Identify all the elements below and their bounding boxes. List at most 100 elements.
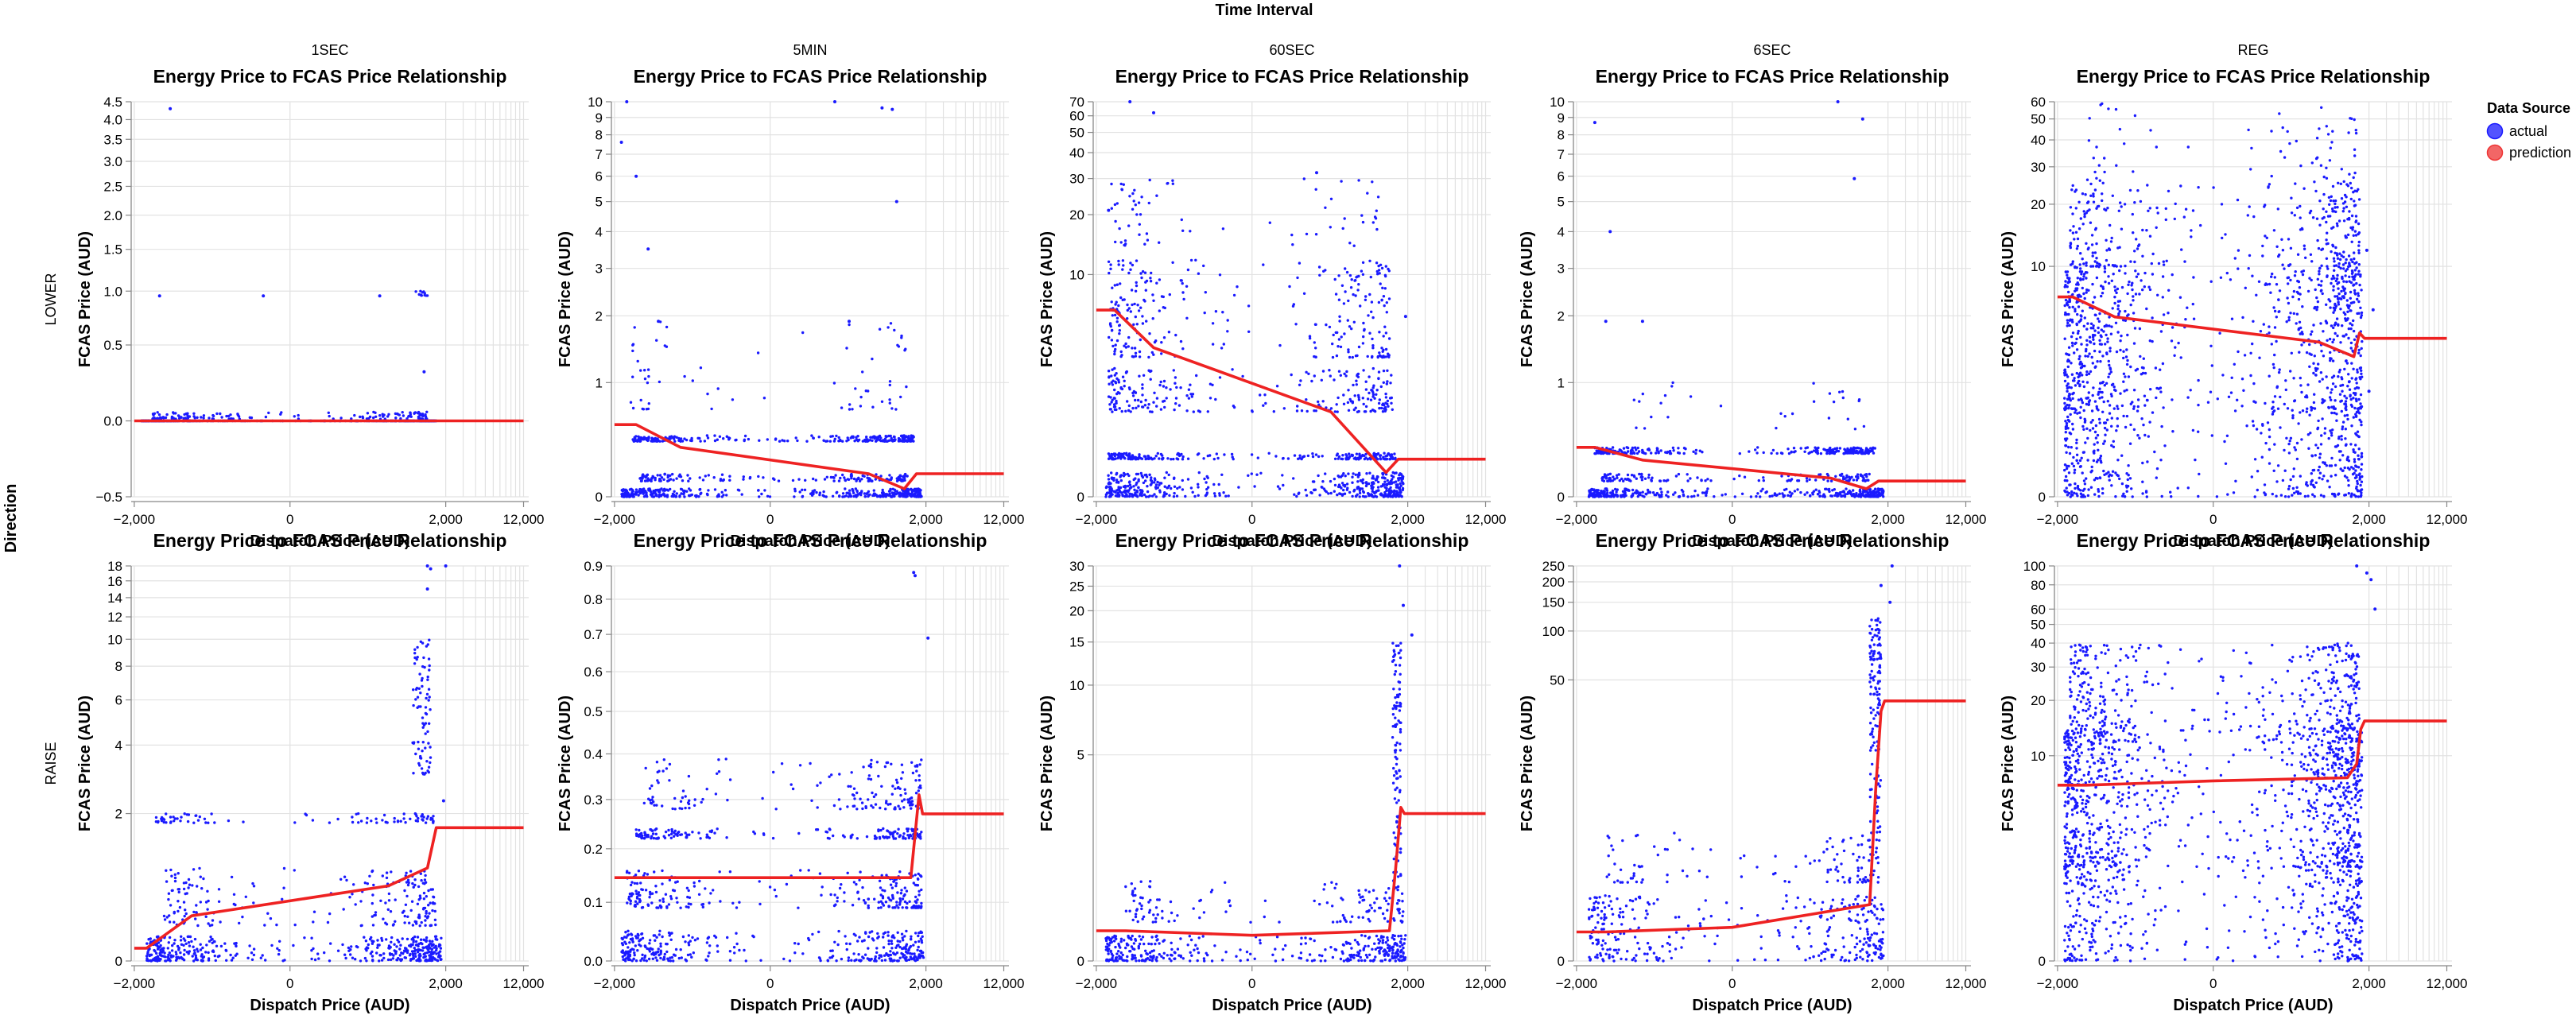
actual-point — [1355, 452, 1359, 455]
actual-point — [1127, 481, 1131, 484]
actual-point — [1110, 207, 1114, 210]
actual-point — [1651, 476, 1654, 479]
actual-point — [1231, 455, 1234, 459]
actual-point — [879, 439, 883, 443]
actual-point — [654, 476, 657, 480]
actual-point — [1618, 479, 1622, 482]
actual-point — [1357, 396, 1360, 399]
actual-point — [2126, 478, 2129, 482]
actual-point — [1197, 452, 1201, 455]
actual-point — [1108, 403, 1111, 406]
actual-point — [2079, 492, 2083, 495]
actual-point — [2101, 491, 2105, 495]
actual-point — [1329, 374, 1333, 378]
actual-point — [2082, 324, 2085, 327]
actual-point — [1659, 487, 1662, 490]
actual-point — [382, 413, 386, 417]
actual-point — [1197, 482, 1200, 486]
actual-point — [2343, 394, 2346, 397]
y-tick-label: 50 — [2031, 112, 2046, 127]
actual-point — [2334, 463, 2337, 467]
actual-point — [1631, 446, 1635, 450]
actual-point — [870, 479, 874, 482]
actual-point — [1286, 457, 1290, 460]
actual-point — [2104, 343, 2107, 346]
actual-point — [2251, 420, 2255, 423]
actual-point — [1345, 488, 1349, 491]
actual-point — [1110, 300, 1113, 304]
actual-point — [1127, 490, 1130, 494]
actual-point — [624, 490, 628, 494]
actual-point — [1317, 403, 1321, 406]
actual-point — [1789, 494, 1792, 498]
actual-point — [1333, 378, 1336, 382]
actual-point — [2071, 379, 2075, 382]
actual-point — [1179, 339, 1183, 343]
actual-point — [1110, 339, 1114, 342]
actual-point — [1292, 303, 1296, 306]
actual-point — [2167, 289, 2171, 292]
actual-point — [860, 490, 863, 493]
actual-point — [897, 436, 901, 440]
actual-point — [1369, 398, 1373, 401]
actual-point — [2283, 267, 2286, 270]
actual-point — [846, 436, 849, 440]
actual-point — [2345, 413, 2349, 417]
actual-point — [1333, 477, 1336, 481]
actual-point — [2097, 331, 2101, 335]
actual-point — [2266, 421, 2270, 424]
actual-point — [2360, 420, 2363, 424]
actual-point — [1122, 490, 1126, 494]
actual-point — [1365, 472, 1368, 475]
actual-point — [1803, 450, 1806, 453]
actual-point — [872, 435, 876, 438]
actual-point — [2357, 351, 2361, 355]
actual-point — [1108, 335, 1111, 339]
actual-point — [1826, 479, 1829, 482]
actual-point — [1263, 393, 1267, 397]
actual-point — [2262, 323, 2265, 326]
actual-point — [663, 473, 666, 476]
actual-point — [1843, 495, 1847, 498]
actual-point — [2070, 446, 2073, 449]
actual-point — [1115, 283, 1119, 286]
actual-point — [1135, 284, 1139, 288]
actual-point — [1174, 397, 1178, 400]
actual-point — [1831, 489, 1834, 492]
actual-point — [174, 412, 177, 415]
actual-point — [861, 474, 864, 478]
actual-point — [646, 407, 650, 411]
actual-point — [2081, 380, 2085, 383]
actual-point — [1383, 483, 1386, 486]
actual-point — [2082, 428, 2085, 431]
actual-point — [2279, 494, 2283, 497]
actual-point — [1127, 386, 1131, 389]
actual-point — [1403, 315, 1407, 319]
actual-point — [1666, 479, 1670, 482]
actual-point — [822, 490, 825, 494]
actual-point — [1314, 409, 1318, 413]
actual-point — [2353, 338, 2357, 341]
actual-point — [1377, 489, 1380, 492]
actual-point — [1643, 427, 1647, 430]
actual-point — [1384, 494, 1387, 498]
actual-point — [874, 478, 878, 481]
actual-point — [2124, 425, 2128, 429]
actual-point — [1338, 315, 1341, 318]
actual-point — [1189, 486, 1193, 490]
actual-point — [2091, 427, 2095, 430]
actual-point — [2216, 397, 2219, 401]
actual-point — [1868, 472, 1871, 476]
actual-point — [2074, 482, 2077, 486]
actual-point — [1150, 476, 1153, 479]
actual-point — [2288, 440, 2291, 443]
actual-point — [2319, 371, 2323, 374]
actual-point — [2343, 367, 2346, 371]
actual-point — [1281, 457, 1285, 460]
actual-point — [1821, 494, 1825, 498]
actual-point — [1329, 407, 1333, 410]
actual-point — [757, 489, 760, 492]
actual-point — [2141, 371, 2145, 375]
actual-point — [1876, 487, 1880, 490]
actual-point — [706, 392, 709, 396]
